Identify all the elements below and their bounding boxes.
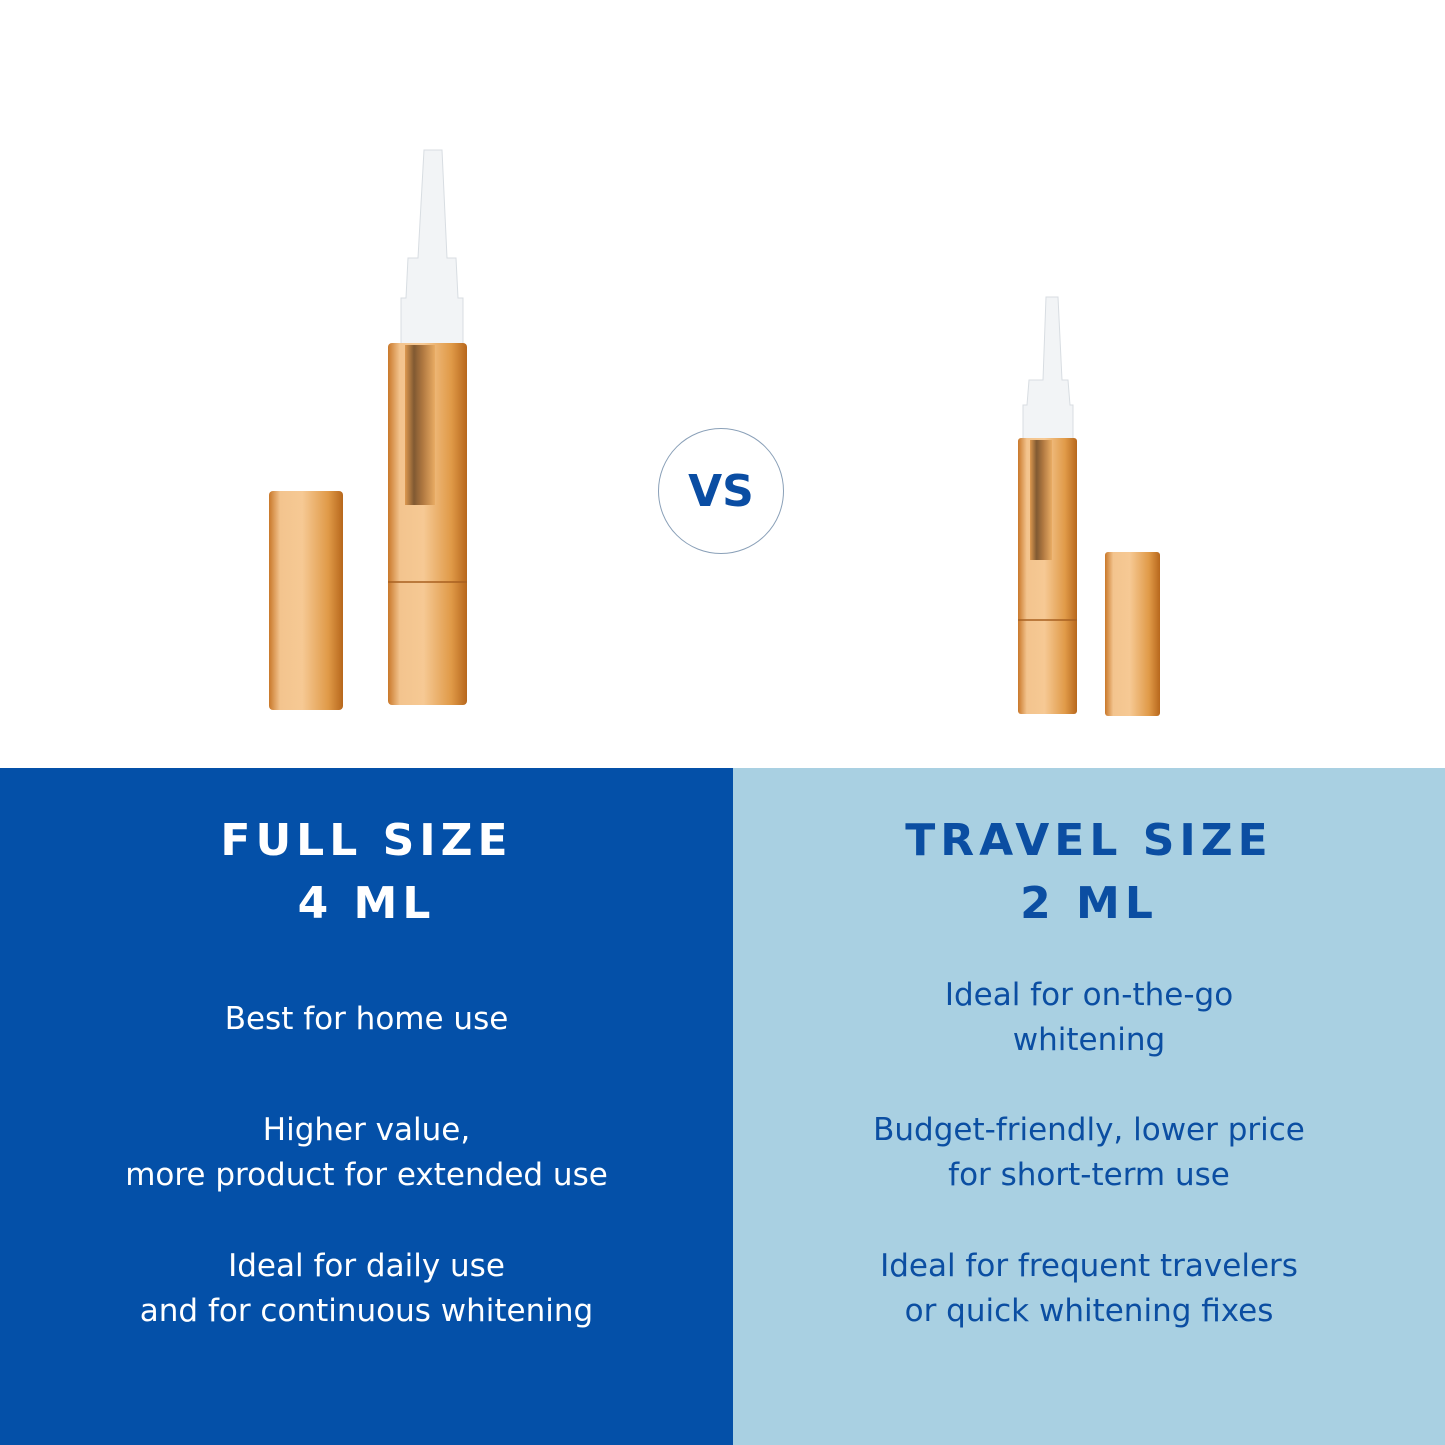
feature-line: Budget-friendly, lower price: [873, 1112, 1305, 1148]
full-size-feature: Best for home use: [0, 997, 733, 1042]
feature-line: Ideal for on-the-go: [944, 977, 1234, 1013]
feature-line: Ideal for daily use: [228, 1248, 505, 1284]
full-size-title: FULL SIZE: [220, 815, 513, 866]
travel-size-heading: TRAVEL SIZE 2 ML: [733, 809, 1445, 935]
feature-line: whitening: [1012, 1022, 1166, 1058]
travel-size-feature: Budget-friendly, lower price for short-t…: [733, 1108, 1445, 1198]
feature-line: more product for extended use: [125, 1157, 608, 1193]
feature-line: Higher value,: [262, 1112, 471, 1148]
travel-size-feature: Ideal for on-the-go whitening: [733, 973, 1445, 1063]
full-size-panel: FULL SIZE 4 ML Best for home use Higher …: [0, 768, 733, 1445]
vs-badge: VS: [658, 428, 784, 554]
travel-size-title: TRAVEL SIZE: [905, 815, 1273, 866]
vs-label: VS: [688, 465, 754, 517]
product-image-area: VS: [269, 149, 1160, 716]
feature-line: Ideal for frequent travelers: [880, 1248, 1298, 1284]
travel-size-panel: TRAVEL SIZE 2 ML Ideal for on-the-go whi…: [733, 768, 1445, 1445]
full-size-cap: [269, 491, 343, 710]
travel-size-feature: Ideal for frequent travelers or quick wh…: [733, 1244, 1445, 1334]
feature-line: and for continuous whitening: [139, 1293, 594, 1329]
travel-size-pen: [1018, 296, 1160, 716]
full-size-pen: [269, 149, 467, 710]
full-size-feature: Higher value, more product for extended …: [0, 1108, 733, 1198]
feature-line: Best for home use: [224, 1001, 509, 1037]
travel-size-volume: 2 ML: [1020, 878, 1158, 929]
feature-line: or quick whitening fixes: [904, 1293, 1274, 1329]
travel-size-cap: [1105, 552, 1160, 716]
full-size-feature: Ideal for daily use and for continuous w…: [0, 1244, 733, 1334]
full-size-heading: FULL SIZE 4 ML: [0, 809, 733, 935]
full-size-volume: 4 ML: [297, 878, 436, 929]
pens-illustration: [269, 149, 1160, 716]
feature-line: for short-term use: [948, 1157, 1230, 1193]
